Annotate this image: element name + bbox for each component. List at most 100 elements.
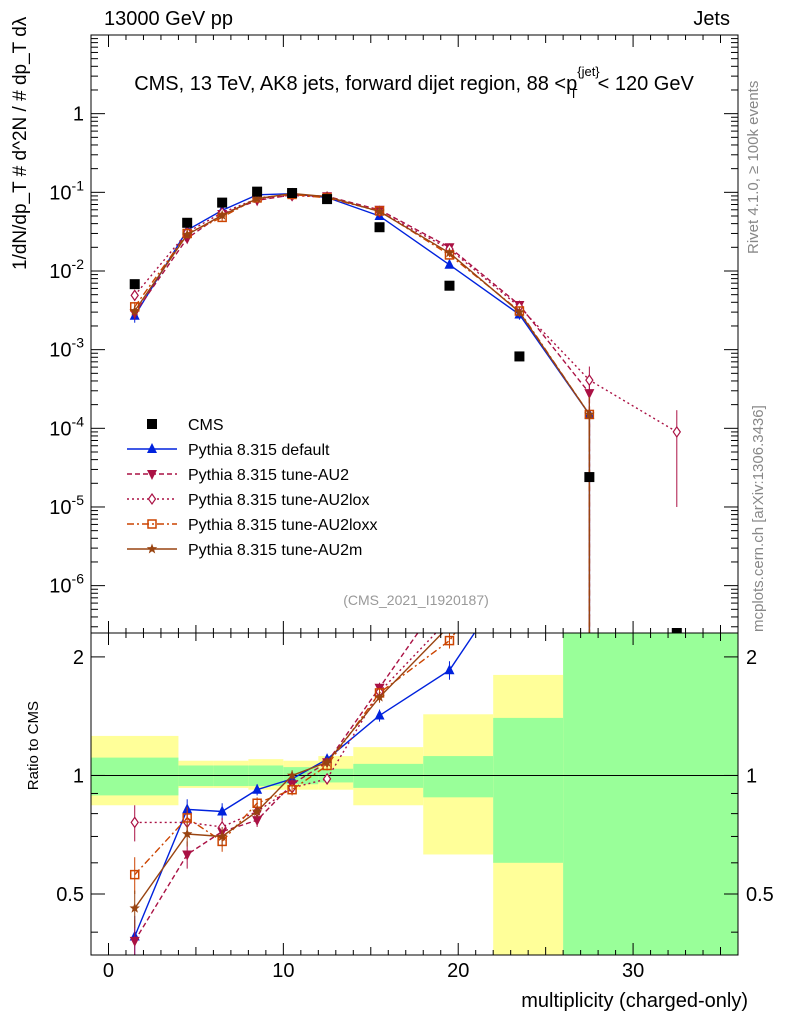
y-tick-label: 10-6 [49,571,84,598]
cms-data-point [584,472,595,483]
ratio-tick-label-right: 1 [746,765,757,787]
series-3-main-point [672,425,682,438]
series-3-ratio-point [516,521,523,531]
legend-item [127,443,177,453]
series-3-main-line [134,194,678,433]
energy-label: 13000 GeV pp [104,8,233,30]
cms-data-point [514,351,525,362]
plot-title: CMS, 13 TeV, AK8 jets, forward dijet reg… [134,64,694,101]
x-tick-label: 10 [272,960,294,982]
series-3-ratio-point [446,614,453,624]
y-tick-exponent: -1 [72,177,85,193]
cms-data-point [374,222,385,233]
series-5-ratio-point [216,830,228,841]
legend-marker [146,543,158,554]
series-4-ratio-point [287,784,297,795]
series-5-ratio-point [514,551,524,561]
analysis-id: (CMS_2021_I1920187) [343,592,489,608]
legend-label: CMS [188,417,224,434]
legend-label: Pythia 8.315 tune-AU2lox [188,492,369,509]
legend-label: Pythia 8.315 tune-AU2 [188,467,349,484]
series-5-main-point [251,193,263,204]
series-5-main [129,187,595,633]
series-5-ratio [129,551,524,928]
ratio-inner-band [423,756,494,798]
series-5-main-line [134,192,591,633]
series-1-main-point [444,258,455,269]
y-tick-label: 10-2 [49,256,84,283]
series-2-main [129,190,595,633]
legend-marker [147,519,157,529]
title-p: p [566,73,577,95]
legend-item [127,519,177,529]
series-2-ratio-point [514,514,524,524]
series-5-main-point [584,408,595,419]
series-5-ratio-point [321,756,333,767]
y-tick-exponent: -3 [72,335,85,351]
series-5-ratio-point [129,902,140,913]
cms-data-point [671,628,682,633]
series-5-main-point [444,247,455,258]
y-tick-base: 10 [49,497,71,519]
cms-data-point [322,194,333,205]
series-5-ratio-point [251,805,263,816]
ratio-tick-label-left: 0.5 [56,884,84,906]
legend-marker [147,492,157,506]
title-rest: < 120 GeV [598,73,695,95]
legend-item [127,492,177,506]
legend-marker [147,470,157,480]
ratio-tick-label-right: 2 [746,647,757,669]
cms-data-point [287,188,298,199]
y-tick-label: 10-5 [49,492,84,519]
ratio-tick-label-left: 2 [73,647,84,669]
legend-item [127,543,177,554]
main-y-label: 1/dN/dp_T # d^2N / # dp_T dλ [10,16,31,270]
y-tick-base: 10 [49,576,71,598]
y-tick-base: 10 [49,182,71,204]
series-4-ratio-point [129,869,140,880]
y-tick-exponent: -2 [72,256,85,272]
cms-data-point [182,217,193,228]
y-tick-label: 10-4 [49,413,84,440]
series-5-main-point [129,305,140,316]
y-tick-base: 10 [49,261,71,283]
ratio-tick-label-left: 1 [73,765,84,787]
series-1-ratio-point [444,664,455,675]
series-5-ratio-line [134,633,444,909]
x-axis-label: multiplicity (charged-only) [521,990,748,1012]
ratio-inner-band [563,633,738,955]
series-1-ratio-point [374,709,385,720]
series-4-ratio-point [182,813,192,823]
x-tick-label: 30 [622,960,644,982]
ratio-inner-band [493,717,564,863]
ratio-frame [90,632,739,956]
ratio-bands [91,633,738,955]
y-tick-label: 1 [73,104,84,126]
series-3-ratio-point [586,286,593,296]
legend-item [147,419,157,429]
cms-data-point [444,280,455,291]
legend-item [127,470,177,480]
legend-label: Pythia 8.315 tune-AU2loxx [188,517,377,534]
legend-label: Pythia 8.315 default [188,442,330,459]
series-1-main [129,187,595,633]
series-2-ratio-point [182,850,193,861]
y-tick-base: 10 [49,418,71,440]
y-tick-base: 10 [49,340,71,362]
ratio-y-label: Ratio to CMS [25,701,42,790]
title-sup: {jet} [577,64,600,79]
series-2-ratio-line [134,633,419,942]
series-5-ratio-point [181,828,193,839]
title-text: CMS, 13 TeV, AK8 jets, forward dijet reg… [134,73,566,95]
title-sub: T [570,86,578,101]
series-3-ratio-line [134,633,437,828]
x-tick-label: 0 [103,960,114,982]
y-tick-label: 10-1 [49,177,84,204]
y-tick-exponent: -4 [72,413,85,429]
series-1-ratio-point [514,560,524,570]
cms-data-point [252,186,263,197]
series-2-ratio-point [252,816,263,827]
series-5-main-point [216,209,228,220]
series-5-ratio-point [286,769,298,780]
